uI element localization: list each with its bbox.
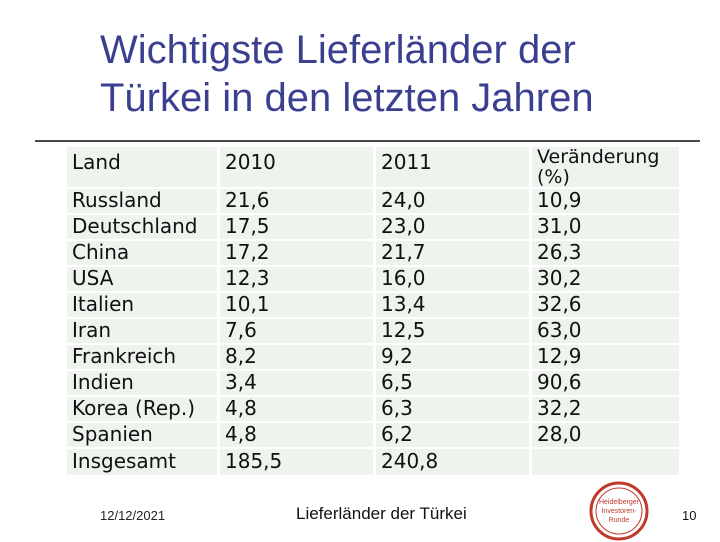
- cell-change: 32,2: [532, 397, 679, 421]
- cell-country: Italien: [67, 293, 217, 317]
- cell-change: 63,0: [532, 319, 679, 343]
- cell-2010: 185,5: [220, 449, 373, 475]
- cell-2011: 240,8: [376, 449, 529, 475]
- page-number: 10: [682, 508, 697, 523]
- footer-date: 12/12/2021: [100, 508, 166, 523]
- table-total-row: Insgesamt 185,5 240,8: [67, 449, 679, 475]
- cell-country: Russland: [67, 189, 217, 213]
- cell-2011: 12,5: [376, 319, 529, 343]
- table-row: Deutschland 17,5 23,0 31,0: [67, 215, 679, 239]
- cell-2011: 6,2: [376, 423, 529, 447]
- cell-country: Indien: [67, 371, 217, 395]
- table-row: Korea (Rep.) 4,8 6,3 32,2: [67, 397, 679, 421]
- cell-2010: 17,2: [220, 241, 373, 265]
- cell-2010: 8,2: [220, 345, 373, 369]
- logo-line-1: Heidelberger: [599, 499, 640, 506]
- cell-2011: 16,0: [376, 267, 529, 291]
- cell-country: Spanien: [67, 423, 217, 447]
- cell-change: 28,0: [532, 423, 679, 447]
- table-row: Spanien 4,8 6,2 28,0: [67, 423, 679, 447]
- cell-country: Frankreich: [67, 345, 217, 369]
- cell-change: 31,0: [532, 215, 679, 239]
- cell-change: 90,6: [532, 371, 679, 395]
- logo-line-2: Investoren-: [601, 508, 637, 515]
- cell-change: 32,6: [532, 293, 679, 317]
- table-row: China 17,2 21,7 26,3: [67, 241, 679, 265]
- cell-country: Iran: [67, 319, 217, 343]
- header-cell-2011: 2011: [376, 147, 529, 187]
- cell-country: China: [67, 241, 217, 265]
- cell-2011: 6,3: [376, 397, 529, 421]
- table-row: Frankreich 8,2 9,2 12,9: [67, 345, 679, 369]
- table-header-row: Land 2010 2011 Veränderung (%): [67, 147, 679, 187]
- cell-country: Korea (Rep.): [67, 397, 217, 421]
- cell-2010: 21,6: [220, 189, 373, 213]
- table-row: Italien 10,1 13,4 32,6: [67, 293, 679, 317]
- header-cell-2010: 2010: [220, 147, 373, 187]
- table-row: Indien 3,4 6,5 90,6: [67, 371, 679, 395]
- table-row: USA 12,3 16,0 30,2: [67, 267, 679, 291]
- cell-2010: 3,4: [220, 371, 373, 395]
- cell-2010: 4,8: [220, 423, 373, 447]
- cell-2011: 21,7: [376, 241, 529, 265]
- cell-change: [532, 449, 679, 475]
- table-row: Russland 21,6 24,0 10,9: [67, 189, 679, 213]
- cell-country: USA: [67, 267, 217, 291]
- slide-title: Wichtigste Lieferländer der Türkei in de…: [100, 26, 700, 122]
- table-row: Iran 7,6 12,5 63,0: [67, 319, 679, 343]
- cell-change: 10,9: [532, 189, 679, 213]
- cell-2010: 17,5: [220, 215, 373, 239]
- cell-change: 26,3: [532, 241, 679, 265]
- header-cell-land: Land: [67, 147, 217, 187]
- cell-2010: 10,1: [220, 293, 373, 317]
- cell-country: Insgesamt: [67, 449, 217, 475]
- cell-2011: 6,5: [376, 371, 529, 395]
- cell-2011: 9,2: [376, 345, 529, 369]
- cell-2010: 7,6: [220, 319, 373, 343]
- heidelberger-investoren-runde-logo: Heidelberger Investoren- Runde: [589, 481, 649, 541]
- header-cell-change: Veränderung (%): [532, 147, 679, 187]
- title-divider: [35, 140, 700, 142]
- cell-country: Deutschland: [67, 215, 217, 239]
- cell-2011: 24,0: [376, 189, 529, 213]
- slide-title-line-2: Türkei in den letzten Jahren: [100, 76, 594, 120]
- cell-change: 30,2: [532, 267, 679, 291]
- supplier-table: Land 2010 2011 Veränderung (%) Russland …: [64, 145, 682, 477]
- cell-2010: 4,8: [220, 397, 373, 421]
- logo-line-3: Runde: [609, 517, 630, 524]
- cell-change: 12,9: [532, 345, 679, 369]
- cell-2011: 13,4: [376, 293, 529, 317]
- cell-2011: 23,0: [376, 215, 529, 239]
- footer-title: Lieferländer der Türkei: [296, 504, 467, 523]
- cell-2010: 12,3: [220, 267, 373, 291]
- slide-title-line-1: Wichtigste Lieferländer der: [100, 28, 576, 72]
